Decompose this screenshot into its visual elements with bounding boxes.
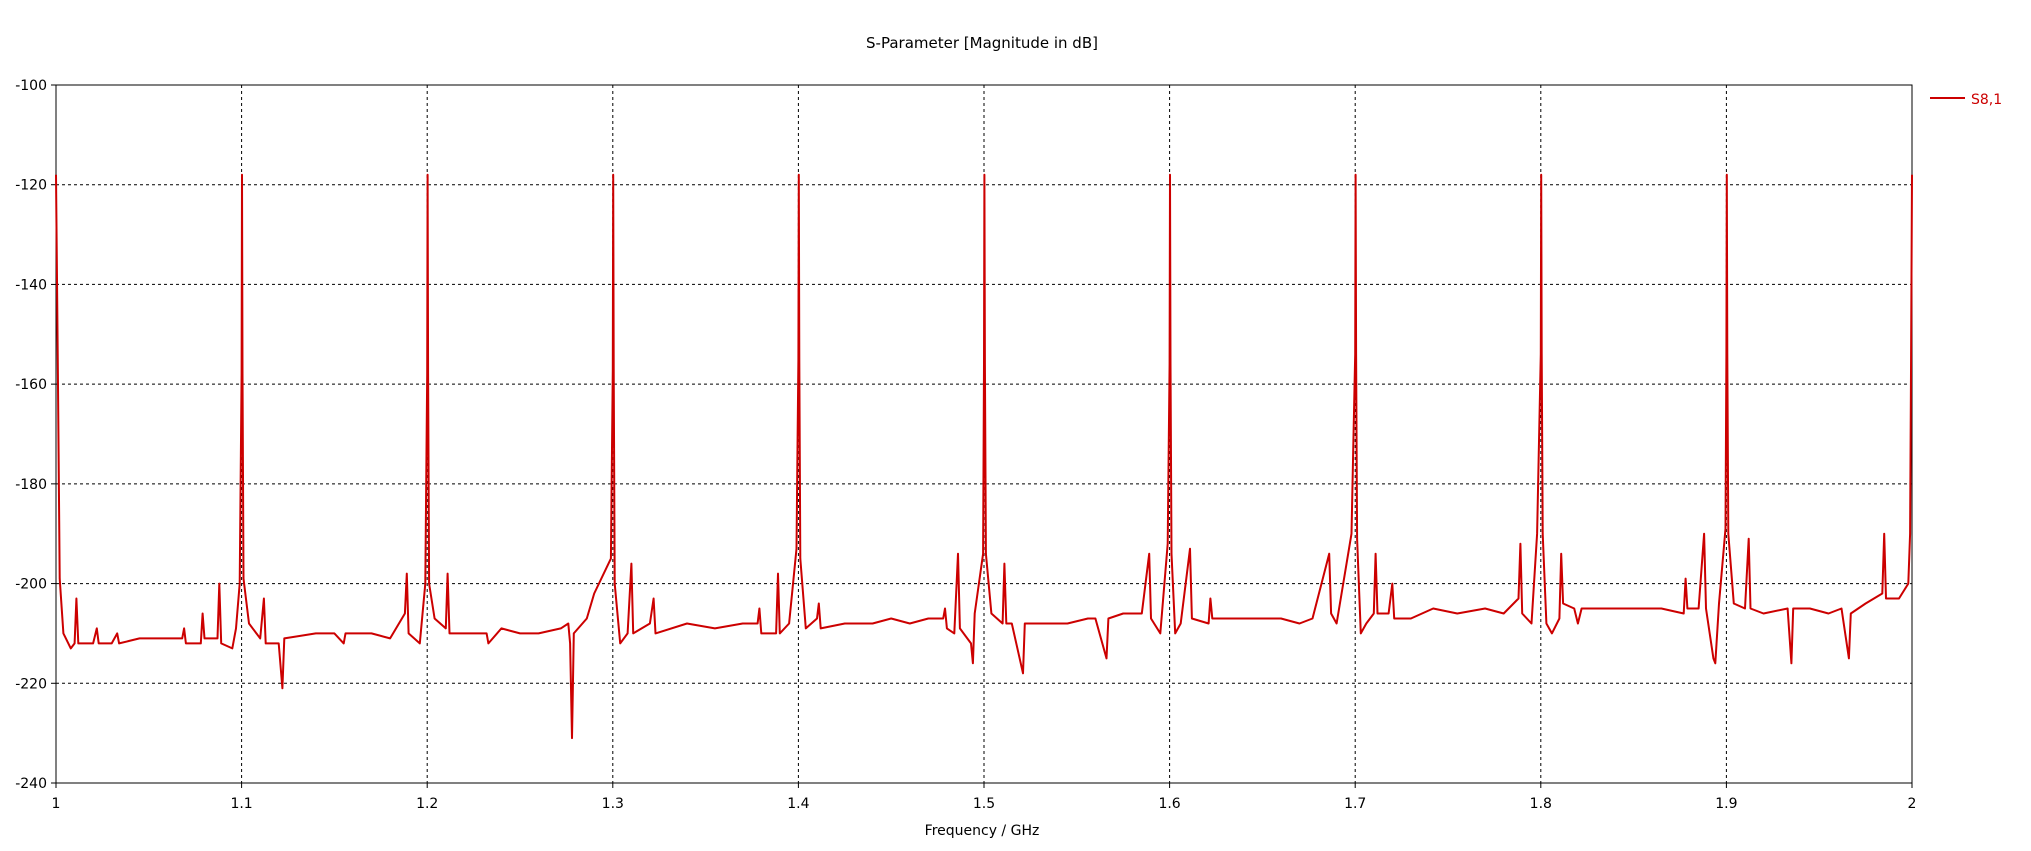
y-tick-label: -220 <box>15 676 47 692</box>
x-tick-label: 1.4 <box>787 796 809 812</box>
y-tick-label: -120 <box>15 178 47 194</box>
x-axis-label: Frequency / GHz <box>925 823 1040 839</box>
x-tick-label: 1.6 <box>1158 796 1180 812</box>
x-axis: 1 1.1 1.2 1.3 1.4 1.5 1.6 1.7 1.8 1.9 2 <box>52 783 1917 812</box>
x-tick-label: 1.2 <box>416 796 438 812</box>
x-tick-label: 1.9 <box>1715 796 1737 812</box>
x-tick-label: 1 <box>52 796 61 812</box>
x-tick-label: 1.3 <box>602 796 624 812</box>
legend-label: S8,1 <box>1971 92 2002 108</box>
y-tick-label: -140 <box>15 277 47 293</box>
y-tick-label: -180 <box>15 477 47 493</box>
x-tick-label: 1.8 <box>1530 796 1552 812</box>
x-tick-label: 1.1 <box>230 796 252 812</box>
x-tick-label: 1.7 <box>1344 796 1366 812</box>
y-tick-label: -240 <box>15 776 47 792</box>
legend[interactable]: S8,1 <box>1930 92 2002 108</box>
y-tick-label: -200 <box>15 577 47 593</box>
y-axis: -100 -120 -140 -160 -180 -200 -220 -240 <box>15 78 56 792</box>
series-line-0 <box>55 173 1913 740</box>
x-tick-label: 1.5 <box>973 796 995 812</box>
chart-title: S-Parameter [Magnitude in dB] <box>866 34 1098 52</box>
y-tick-label: -160 <box>15 377 47 393</box>
x-tick-label: 2 <box>1908 796 1917 812</box>
series-layer <box>55 173 1913 740</box>
y-tick-label: -100 <box>15 78 47 94</box>
